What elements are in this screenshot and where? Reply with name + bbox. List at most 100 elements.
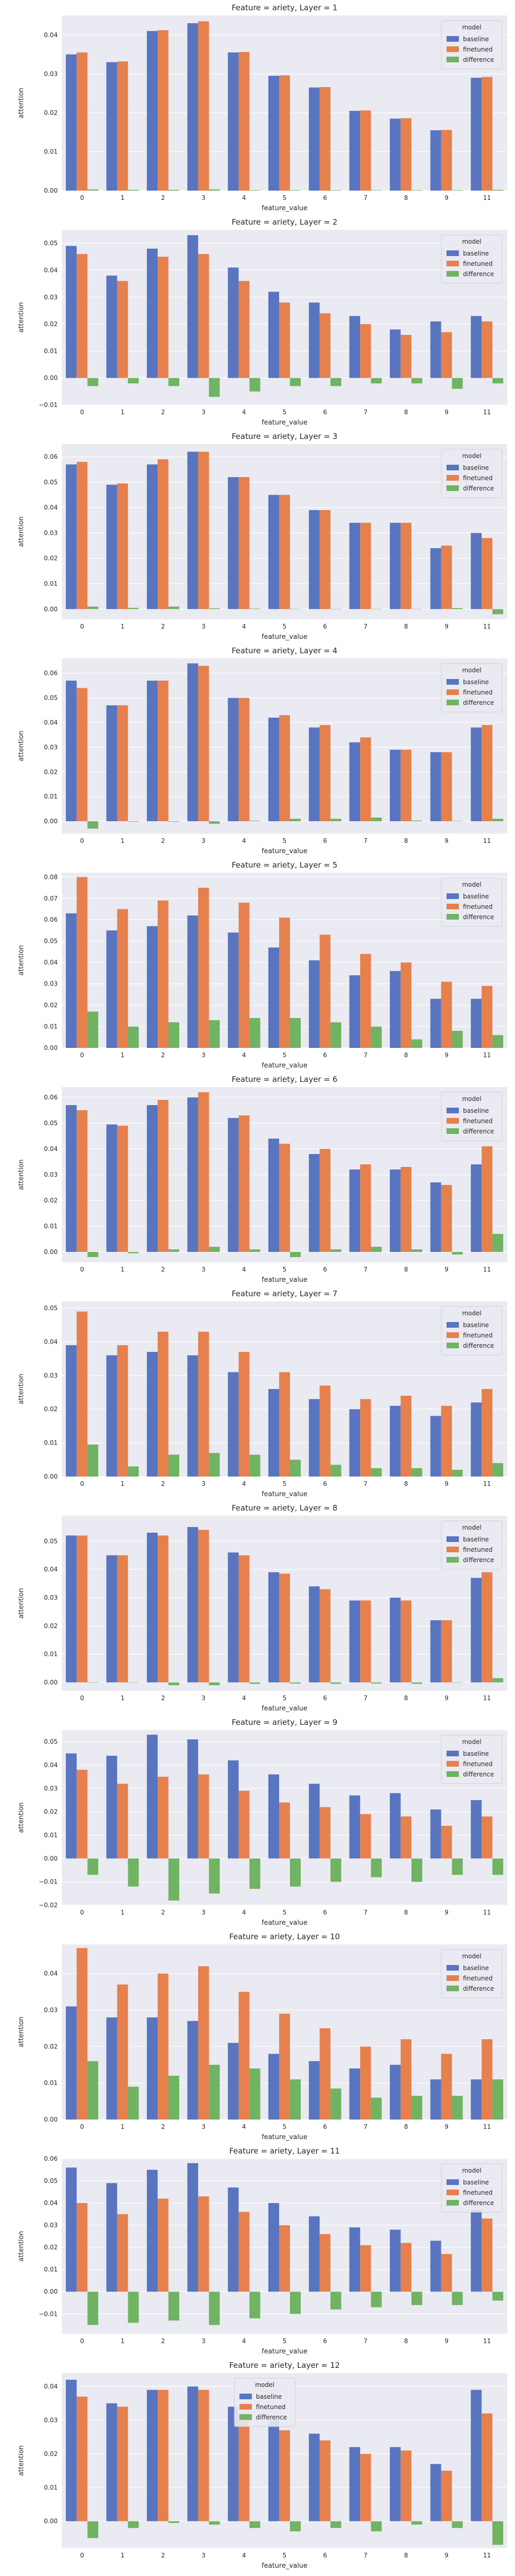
bar-baseline — [187, 451, 198, 609]
legend-label-finetuned: finetuned — [463, 1760, 492, 1768]
y-tick-label: 0.03 — [44, 2222, 58, 2229]
bar-difference — [128, 821, 139, 822]
bar-finetuned — [117, 61, 128, 191]
bar-baseline — [268, 2203, 280, 2292]
bar-difference — [87, 1444, 98, 1477]
legend-swatch-baseline — [239, 2394, 252, 2399]
bar-finetuned — [441, 2254, 452, 2292]
bar-baseline — [228, 698, 239, 822]
bar-baseline — [349, 316, 360, 378]
x-axis-label: feature_value — [262, 205, 307, 212]
bar-baseline — [349, 1795, 360, 1859]
x-tick-label: 1 — [121, 1694, 125, 1702]
bar-baseline — [308, 87, 320, 191]
bar-difference — [452, 1469, 463, 1477]
chart-panel: 0.00 0.01 0.02 0.03 0.04 0.05 0.06 0 1 2 3 4 5 6 7 8 9 11… — [0, 429, 515, 643]
legend-swatch-baseline — [447, 2179, 459, 2185]
y-tick-label: 0.03 — [44, 980, 58, 988]
x-tick-label: 5 — [283, 2337, 287, 2345]
y-tick-label: 0.03 — [44, 1594, 58, 1601]
x-tick-label: 3 — [201, 837, 205, 844]
x-axis-label: feature_value — [262, 419, 307, 427]
bar-baseline — [349, 1600, 360, 1683]
y-axis-label: attention — [18, 2231, 25, 2261]
x-tick-label: 9 — [444, 2337, 449, 2345]
y-tick-label: 0.00 — [44, 1855, 58, 1862]
bar-finetuned — [158, 2389, 169, 2521]
bar-finetuned — [238, 2413, 250, 2521]
x-tick-label: 3 — [201, 1694, 205, 1702]
y-tick-label: −0.01 — [39, 1878, 58, 1886]
bar-finetuned — [319, 1807, 331, 1859]
bar-difference — [87, 1858, 98, 1875]
bar-finetuned — [482, 1389, 493, 1477]
bar-difference — [289, 1858, 301, 1887]
bar-baseline — [147, 1352, 158, 1477]
x-tick-label: 8 — [404, 194, 408, 201]
bar-finetuned — [76, 1535, 88, 1683]
bar-baseline — [106, 484, 117, 609]
y-tick-label: 0.05 — [44, 938, 58, 945]
bar-baseline — [389, 1170, 401, 1252]
bar-baseline — [228, 267, 239, 378]
y-tick-label: 0.00 — [44, 1248, 58, 1256]
legend-title: model — [462, 1310, 481, 1317]
x-tick-label: 1 — [121, 1266, 125, 1273]
bar-finetuned — [441, 2470, 452, 2521]
bar-finetuned — [158, 1535, 169, 1683]
x-tick-label: 2 — [161, 1694, 165, 1702]
x-tick-label: 9 — [444, 1480, 449, 1487]
x-tick-label: 1 — [121, 837, 125, 844]
x-tick-label: 11 — [483, 623, 491, 630]
bar-difference — [209, 608, 220, 609]
x-tick-label: 1 — [121, 2337, 125, 2345]
bar-finetuned — [279, 2225, 290, 2292]
chart-panel: 0.00 0.01 0.02 0.03 0.04 0 1 2 3 4 5 6 7 8 9 11 Feature … — [0, 2358, 515, 2572]
legend: model baseline finetuned difference — [441, 877, 503, 927]
legend-title: model — [462, 238, 481, 245]
bar-baseline — [349, 522, 360, 609]
legend-label-baseline: baseline — [463, 1750, 489, 1757]
bar-difference — [249, 608, 261, 609]
legend: model baseline finetuned difference — [441, 1949, 503, 1998]
bar-finetuned — [117, 2406, 128, 2521]
legend-label-baseline: baseline — [463, 893, 489, 900]
bar-baseline — [389, 522, 401, 609]
bar-finetuned — [76, 52, 88, 191]
legend-label-difference: difference — [463, 1556, 494, 1564]
chart-svg: 0.00 0.01 0.02 0.03 0.04 0.05 0.06 0.07 0.08 0 1 2 3… — [18, 860, 507, 1070]
y-tick-label: 0.01 — [44, 148, 58, 155]
legend-label-baseline: baseline — [256, 2393, 282, 2400]
x-tick-label: 7 — [364, 1480, 368, 1487]
bar-finetuned — [198, 666, 209, 822]
bar-difference — [330, 1858, 341, 1882]
bar-finetuned — [441, 546, 452, 609]
bar-baseline — [65, 464, 77, 609]
y-tick-label: 0.03 — [44, 529, 58, 536]
bar-difference — [330, 190, 341, 191]
bar-difference — [411, 190, 422, 191]
chart-panel: −0.01 0.00 0.01 0.02 0.03 0.04 0.05 0 1 2 3 4 5 6 7 8 9 1… — [0, 214, 515, 429]
x-tick-label: 8 — [404, 837, 408, 844]
bar-baseline — [228, 2043, 239, 2120]
legend-swatch-finetuned — [447, 1118, 459, 1124]
y-tick-label: 0.02 — [44, 320, 58, 328]
y-tick-label: 0.00 — [44, 375, 58, 382]
x-tick-label: 2 — [161, 194, 165, 201]
bar-finetuned — [238, 1992, 250, 2120]
y-tick-label: 0.04 — [44, 266, 58, 274]
x-tick-label: 7 — [364, 2123, 368, 2130]
bar-finetuned — [319, 935, 331, 1048]
bar-baseline — [430, 752, 441, 822]
x-tick-label: 3 — [201, 1909, 205, 1916]
bar-baseline — [268, 1572, 280, 1683]
bar-difference — [371, 2097, 382, 2120]
legend: model baseline finetuned difference — [441, 1735, 503, 1784]
bar-baseline — [268, 947, 280, 1048]
bar-difference — [168, 1858, 180, 1901]
legend-swatch-baseline — [447, 1536, 459, 1542]
bar-baseline — [106, 1124, 117, 1252]
bar-difference — [452, 2521, 463, 2528]
bar-baseline — [106, 1355, 117, 1477]
bar-baseline — [308, 2433, 320, 2521]
